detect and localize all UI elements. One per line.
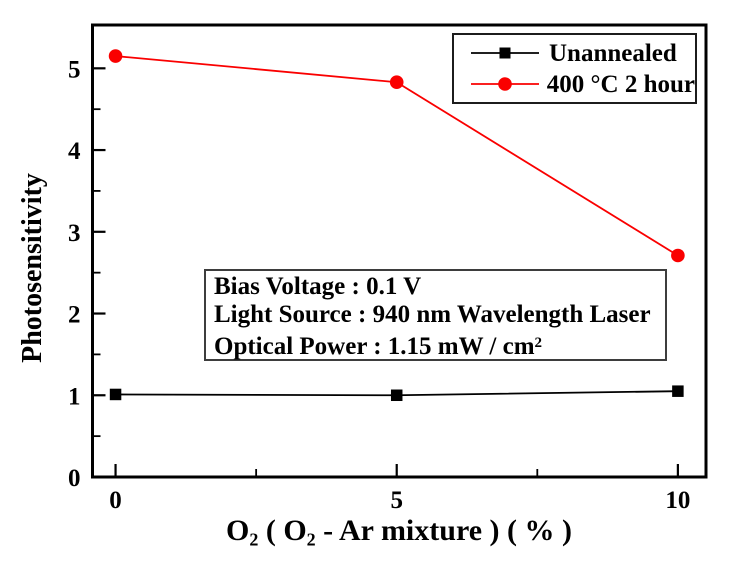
y-tick-label: 5: [68, 56, 81, 83]
y-tick-label: 3: [68, 220, 81, 247]
data-point-annealed: [671, 248, 685, 263]
y-tick-label: 0: [68, 465, 81, 492]
x-tick-label: 0: [109, 487, 122, 514]
y-axis-title: Photosensitivity: [17, 173, 48, 363]
x-tick-label: 5: [390, 487, 403, 514]
y-tick-label: 1: [68, 383, 81, 410]
data-point-annealed: [108, 49, 123, 63]
annotation-optical-power-text: Optical Power : 1.15 mW / cm: [214, 332, 535, 360]
data-point-unannealed: [672, 385, 684, 397]
legend-swatch-circle-icon: [471, 77, 539, 91]
legend-label-unannealed: Unannealed: [549, 39, 677, 67]
data-point-unannealed: [109, 388, 122, 401]
annotation-light-source: Light Source : 940 nm Wavelength Laser: [214, 301, 651, 328]
plot-border: [91, 23, 708, 479]
x-tick-label: 10: [665, 487, 690, 514]
legend: Unannealed 400 °C 2 hour: [452, 33, 697, 104]
legend-label-annealed: 400 °C 2 hour: [546, 70, 695, 98]
y-tick-label: 2: [68, 302, 81, 329]
data-point-annealed: [389, 75, 404, 90]
x-axis-title-subscript: 2: [306, 529, 316, 550]
legend-swatch-square-icon: [471, 47, 539, 59]
data-point-unannealed: [390, 389, 403, 402]
x-axis-title-part: O: [225, 514, 250, 547]
annotation-bias-voltage: Bias Voltage : 0.1 V: [214, 273, 422, 300]
annotation-optical-power: Optical Power : 1.15 mW / cm2: [214, 329, 657, 361]
x-axis-title-part: ( O: [258, 514, 307, 547]
annotation-optical-power-superscript: 2: [534, 335, 543, 351]
y-tick-label: 4: [68, 138, 81, 165]
legend-entry-unannealed: Unannealed: [469, 40, 695, 67]
measurement-conditions-box: Bias Voltage : 0.1 V Light Source : 940 …: [204, 269, 667, 361]
x-axis-title-part: - Ar mixture ) ( % ): [315, 514, 573, 547]
x-axis-title-subscript: 2: [249, 529, 259, 550]
legend-entry-annealed: 400 °C 2 hour: [469, 71, 695, 98]
x-axis-title: O2 ( O2 - Ar mixture ) ( % ): [226, 514, 572, 550]
